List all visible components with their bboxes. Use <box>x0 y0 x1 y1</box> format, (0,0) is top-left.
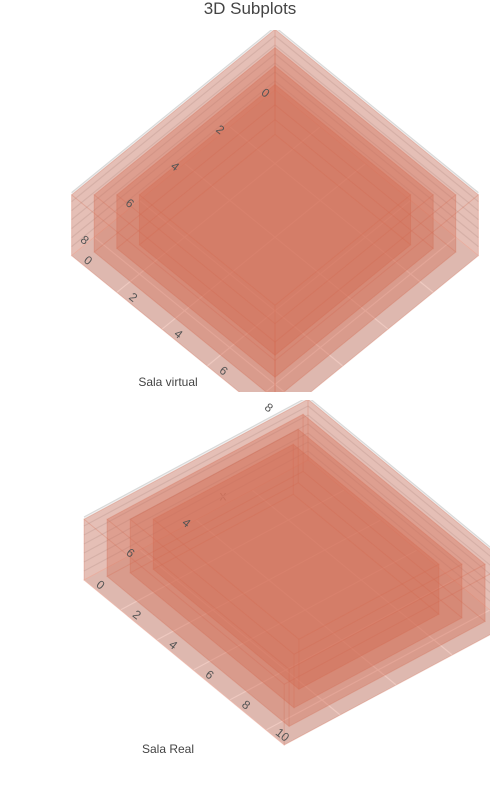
mesh-face <box>93 193 276 392</box>
mesh-face <box>93 46 276 254</box>
figure-title: 3D Subplots <box>204 0 297 18</box>
floor-pane <box>71 90 479 392</box>
mesh-face <box>298 563 440 691</box>
scene-sala-real[interactable]: 024681046x <box>83 397 500 800</box>
mesh-face <box>274 193 457 392</box>
mesh-face <box>292 443 440 616</box>
mesh-face <box>293 563 463 709</box>
mesh-box-1[interactable] <box>93 46 457 400</box>
mesh-face <box>83 459 490 746</box>
mesh-face <box>83 400 309 581</box>
mesh-face <box>138 133 412 356</box>
mesh-face <box>152 443 440 640</box>
mesh-face <box>302 413 486 623</box>
mesh-face <box>71 30 276 257</box>
mesh-face <box>129 428 299 574</box>
mesh-face <box>152 518 300 691</box>
mesh-face <box>116 64 276 250</box>
mesh-box-0[interactable] <box>70 29 480 421</box>
mesh-box-3[interactable] <box>152 443 440 691</box>
mesh-face <box>129 482 463 709</box>
mesh-face <box>106 518 290 728</box>
mesh-face <box>71 193 276 392</box>
grid <box>83 400 490 746</box>
mesh-face <box>288 563 486 728</box>
mesh-box-0[interactable] <box>83 399 500 747</box>
mesh-face <box>283 573 490 746</box>
mesh-face <box>93 47 457 343</box>
mesh-face <box>274 193 412 357</box>
subplot-label-sala-real: Sala Real <box>142 742 194 756</box>
mesh-face <box>152 493 440 690</box>
grid <box>71 30 479 392</box>
mesh-face <box>106 470 486 727</box>
floor-pane <box>84 460 490 745</box>
mesh-face <box>307 400 490 611</box>
mesh-box-3[interactable] <box>138 83 412 357</box>
subplot-label-sala-virtual: Sala virtual <box>138 375 197 389</box>
mesh-box-2[interactable] <box>129 428 463 709</box>
mesh-face <box>106 413 486 670</box>
mesh-face <box>297 428 463 619</box>
mesh-face <box>106 413 304 578</box>
mesh-face <box>274 193 479 392</box>
mesh-face <box>83 518 285 747</box>
mesh-face <box>116 193 276 379</box>
mesh-face <box>70 30 480 362</box>
mesh-face <box>274 193 434 379</box>
mesh-face <box>274 46 457 254</box>
mesh-box-2[interactable] <box>116 64 434 379</box>
mesh-face <box>138 83 412 306</box>
mesh-face <box>138 83 276 246</box>
mesh-face <box>129 518 295 709</box>
mesh-face <box>274 64 434 250</box>
mesh-face <box>83 400 490 685</box>
mesh-box-1[interactable] <box>106 413 486 728</box>
scene-sala-virtual[interactable]: 0246802468xy <box>0 27 480 503</box>
mesh-face <box>274 30 479 257</box>
mesh-face <box>274 83 412 246</box>
mesh-face <box>152 443 294 571</box>
mesh-face <box>138 193 276 357</box>
mesh-face <box>129 428 463 655</box>
mesh-face <box>116 65 434 325</box>
mesh-face <box>93 104 457 392</box>
mesh-face <box>70 89 480 392</box>
x-tick-label: 8 <box>262 400 276 415</box>
mesh-face <box>116 118 434 378</box>
